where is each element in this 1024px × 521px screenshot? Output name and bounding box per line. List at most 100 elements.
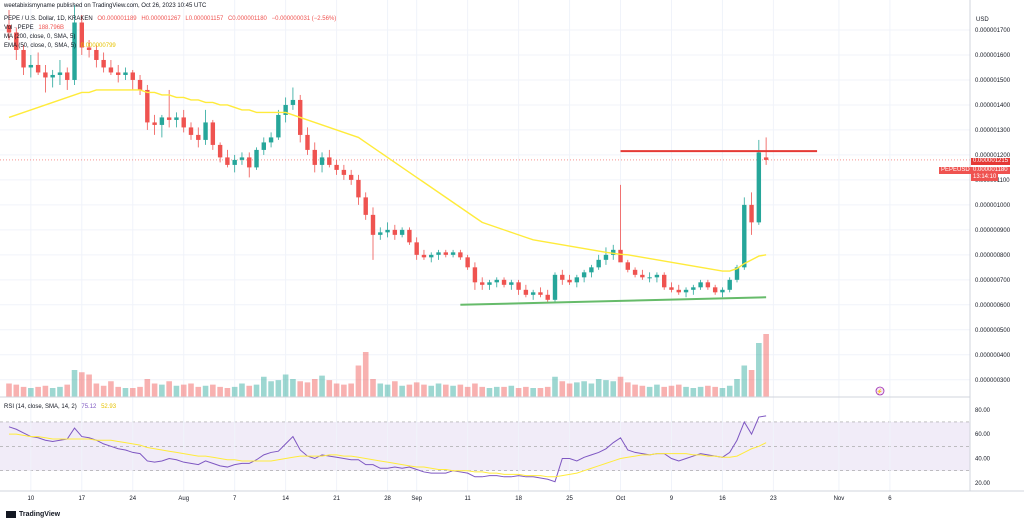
volume-bar (581, 381, 587, 397)
volume-bar (275, 380, 282, 397)
volume-bar (392, 381, 398, 397)
candle-body (516, 282, 521, 290)
volume-bar (115, 386, 121, 397)
volume-bar (523, 386, 529, 397)
volume-bar (13, 384, 20, 397)
price-tick-label: 0.000000700 (975, 278, 1011, 284)
candle-body (28, 64, 34, 68)
rsi-axis[interactable]: 80.00 60.00 40.00 20.00 (975, 408, 991, 487)
volume-bar (406, 384, 413, 397)
volume-bar (202, 385, 209, 397)
volume-bar (239, 383, 245, 397)
volume-legend[interactable]: Vol · PEPE 188.796B (4, 24, 67, 32)
time-axis[interactable]: 10 17 24 Aug 7 14 21 28 Sep 11 18 25 Oct 9 16 23 Nov 6 (27, 496, 892, 502)
candle-body (327, 157, 332, 165)
volume-bar (493, 386, 500, 397)
price-axis[interactable]: 0.000001700 0.000001600 0.000001500 0.00000… (975, 28, 1011, 384)
candle-body (720, 289, 725, 293)
countdown-tag: 13:14:10 (971, 174, 999, 181)
time-tick-label: 18 (515, 496, 522, 502)
volume-bar (362, 352, 369, 397)
candle-body (756, 152, 762, 223)
volume-bar (42, 385, 49, 397)
volume-bar (217, 386, 223, 397)
price-tick-label: 0.000001000 (975, 203, 1011, 209)
volume-bar (661, 386, 667, 397)
candle-body (654, 274, 660, 278)
candle-body (188, 127, 194, 135)
rsi-label[interactable]: RSI (14, close, SMA, 14, 2) (4, 404, 77, 410)
ema-legend[interactable]: EMA (50, close, 0, SMA, 5) 0.000000799 (4, 42, 119, 50)
candle-body (589, 267, 594, 273)
tradingview-logo-icon (6, 511, 16, 518)
volume-bar (28, 388, 34, 397)
candle-body (363, 197, 368, 215)
candle-body (734, 267, 740, 280)
ma-label[interactable]: MA (200, close, 0, SMA, 5) (4, 34, 76, 40)
ma-legend[interactable]: MA (200, close, 0, SMA, 5) (4, 33, 78, 41)
candle-body (196, 134, 201, 140)
volume-bar (675, 384, 682, 397)
candle-body (632, 269, 638, 275)
candle-body (232, 159, 237, 165)
candle-body (130, 72, 135, 80)
volume-bar (552, 376, 558, 397)
candle-body (108, 67, 114, 73)
symbol-legend[interactable]: PEPE / U.S. Dollar, 1D, KRAKEN O0.000001… (4, 15, 339, 23)
ohlc-change: −0.000000031 (−2.56%) (271, 16, 337, 22)
volume-bar (108, 381, 114, 397)
volume-bar (399, 385, 405, 397)
candle-body (480, 282, 485, 285)
volume-bar (290, 379, 296, 397)
candle-body (596, 259, 601, 268)
support-line[interactable] (460, 296, 767, 306)
volume-bar (697, 386, 704, 397)
candle-body (123, 72, 128, 75)
volume-bar (341, 384, 347, 397)
volume-bar (166, 381, 172, 397)
volume-bar (472, 383, 478, 397)
candle-body (210, 122, 216, 145)
candle-body (742, 204, 747, 268)
time-tick-label: Nov (834, 496, 845, 502)
volume-bar (501, 386, 507, 397)
candle-body (669, 287, 674, 290)
candle-body (698, 282, 703, 288)
candle-body (203, 122, 208, 140)
currency-label[interactable]: USD (976, 17, 989, 23)
footer-brand: TradingView (19, 511, 61, 518)
candle-body (290, 99, 296, 105)
volume-bar (100, 385, 107, 397)
candle-body (450, 252, 456, 255)
candle-body (523, 289, 529, 295)
candles[interactable] (6, 5, 769, 303)
candle-body (581, 272, 587, 278)
tradingview-footer[interactable]: TradingView (6, 511, 60, 518)
candle-body (79, 22, 84, 48)
candle-body (94, 49, 99, 60)
volume-bar (326, 380, 333, 397)
candle-body (640, 274, 645, 278)
volume-bar (231, 386, 238, 397)
volume-bar (515, 388, 522, 397)
volume-bar (530, 388, 536, 397)
time-tick-label: 25 (566, 496, 573, 502)
volume-bar (690, 388, 697, 397)
time-tick-label: 24 (129, 496, 136, 502)
ema-label[interactable]: EMA (50, close, 0, SMA, 5) (4, 43, 77, 49)
volume-bar (311, 379, 318, 397)
candle-body (509, 282, 514, 285)
volume-bar (588, 383, 595, 397)
symbol-title[interactable]: PEPE / U.S. Dollar, 1D, KRAKEN (4, 16, 93, 22)
ohlc-low: L0.000001157 (185, 16, 224, 22)
volume-bar (137, 386, 143, 397)
earnings-icon[interactable] (875, 386, 885, 396)
volume-bar (479, 386, 485, 397)
ema-value: 0.000000799 (80, 43, 116, 49)
candle-body (21, 49, 26, 68)
rsi-tick-label: 20.00 (975, 481, 991, 487)
candle-body (392, 229, 398, 235)
rsi-legend[interactable]: RSI (14, close, SMA, 14, 2) 75.12 52.93 (4, 403, 119, 411)
volume-label[interactable]: Vol · PEPE (4, 25, 34, 31)
